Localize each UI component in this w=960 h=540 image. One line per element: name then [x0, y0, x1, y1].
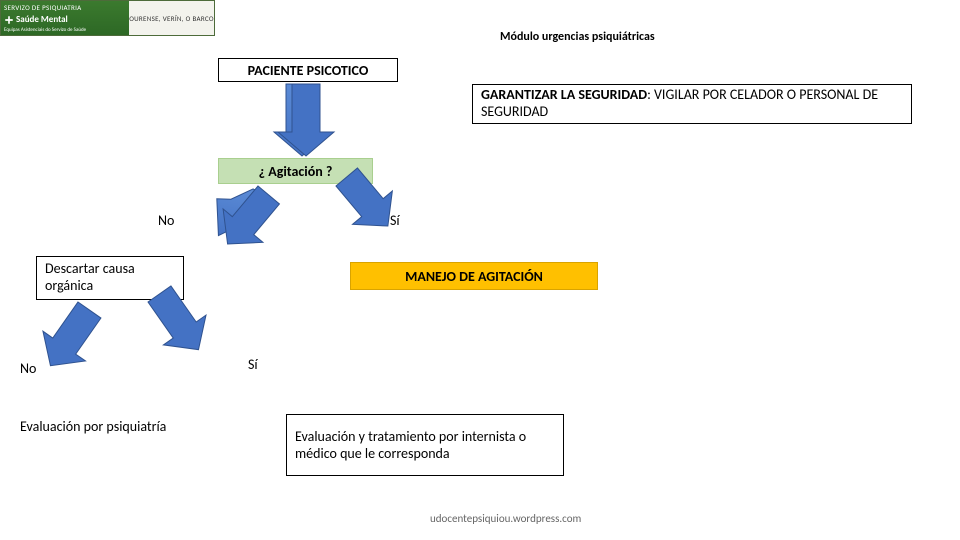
logo-saude-text: Saúde Mental [16, 14, 68, 25]
plus-icon [4, 15, 14, 25]
arrow-paciente-agitacion [274, 84, 330, 156]
box-descartar: Descartar causa orgánica [36, 256, 184, 300]
logo-servizio: SERVIZO DE PSIQUIATRIA [4, 3, 126, 12]
box-eval-int: Evaluación y tratamiento por internista … [286, 414, 564, 476]
footer-url: udocentepsiquiou.wordpress.com [430, 512, 581, 525]
garantizar-bold: GARANTIZAR LA SEGURIDAD [481, 86, 647, 103]
arrow-agitacion-no [211, 183, 277, 244]
arrow-2 [208, 178, 289, 260]
label-si1: Sí [390, 212, 400, 229]
module-title: Módulo urgencias psiquiátricas [500, 30, 655, 44]
box-manejo: MANEJO DE AGITACIÓN [350, 262, 598, 290]
logo-sub: Equipas Asistenciais do Servizo de Saúde [4, 27, 126, 33]
logo-saude: Saúde Mental [4, 14, 126, 25]
arrow-4 [29, 295, 111, 381]
arrow-1 [278, 84, 334, 156]
header-logo: SERVIZO DE PSIQUIATRIA Saúde Mental Equi… [0, 0, 215, 36]
label-si2: Sí [248, 356, 258, 373]
logo-region: OURENSE, VERÍN, O BARCO [129, 1, 214, 35]
text-eval-psiq: Evaluación por psiquiatría [20, 418, 180, 436]
box-agitacion: ¿ Agitación ? [218, 158, 373, 184]
label-no2: No [20, 360, 36, 377]
box-paciente: PACIENTE PSICOTICO [218, 58, 398, 82]
logo-left: SERVIZO DE PSIQUIATRIA Saúde Mental Equi… [1, 1, 129, 35]
label-no1: No [158, 212, 174, 229]
box-garantizar: GARANTIZAR LA SEGURIDAD: VIGILAR POR CEL… [472, 84, 912, 124]
